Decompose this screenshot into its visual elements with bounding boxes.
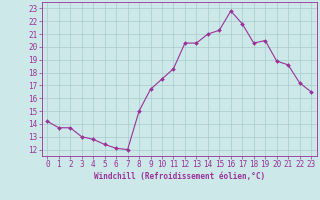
- X-axis label: Windchill (Refroidissement éolien,°C): Windchill (Refroidissement éolien,°C): [94, 172, 265, 181]
